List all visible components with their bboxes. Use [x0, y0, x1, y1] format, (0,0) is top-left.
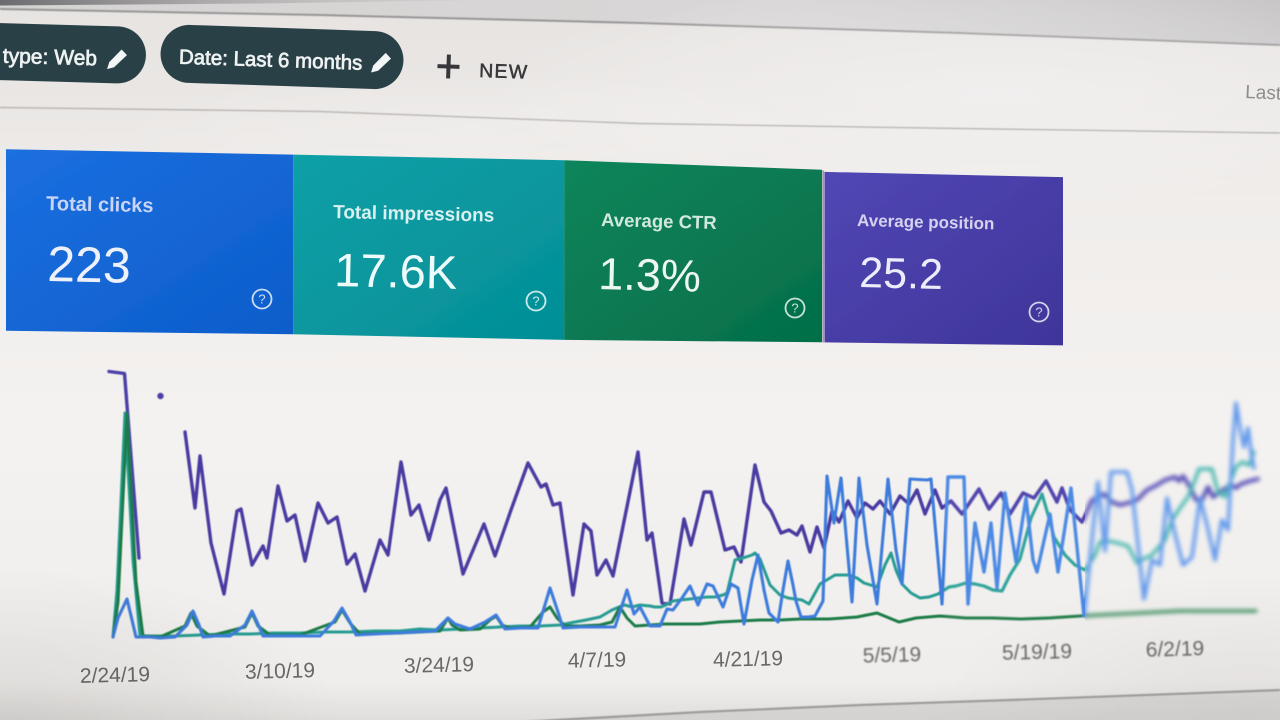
svg-text:5/5/19: 5/5/19 — [863, 643, 922, 668]
svg-text:223: 223 — [47, 236, 132, 294]
svg-text:Last u: Last u — [1245, 82, 1280, 105]
svg-text:Average CTR: Average CTR — [601, 209, 717, 233]
svg-text:17.6K: 17.6K — [334, 243, 458, 299]
svg-text:3/24/19: 3/24/19 — [404, 653, 475, 678]
svg-text:?: ? — [791, 301, 798, 316]
svg-text:Average position: Average position — [857, 211, 995, 233]
svg-text:4/7/19: 4/7/19 — [568, 648, 627, 672]
svg-text:type: Web: type: Web — [3, 45, 98, 71]
svg-text:?: ? — [258, 292, 265, 307]
svg-text:Total clicks: Total clicks — [46, 193, 154, 217]
svg-text:25.2: 25.2 — [859, 249, 944, 299]
svg-text:NEW: NEW — [479, 60, 529, 84]
svg-text:Total impressions: Total impressions — [333, 202, 495, 227]
svg-text:?: ? — [532, 294, 539, 309]
svg-text:4/21/19: 4/21/19 — [713, 647, 784, 672]
svg-text:1.3%: 1.3% — [598, 248, 702, 302]
svg-text:?: ? — [1035, 305, 1042, 320]
